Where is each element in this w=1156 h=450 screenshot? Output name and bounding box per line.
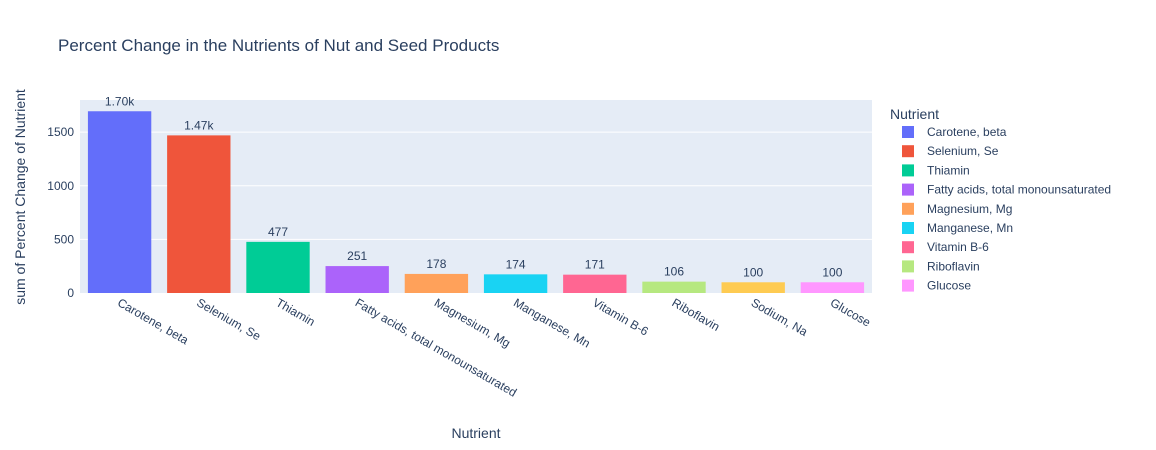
legend-title: Nutrient [890,106,939,122]
x-tick-label: Fatty acids, total monounsaturated [353,295,519,399]
bar [404,273,469,293]
bar-data-label: 477 [268,225,288,239]
legend-item[interactable]: Selenium, Se [902,144,999,158]
bar-data-label: 171 [585,258,605,272]
legend-label: Carotene, beta [927,125,1007,139]
legend-label: Fatty acids, total monounsaturated [927,183,1111,197]
y-tick-label: 500 [54,232,74,246]
legend-label: Riboflavin [927,259,980,273]
x-tick-label: Carotene, beta [115,295,191,347]
legend-swatch [902,202,914,215]
legend-swatch [902,145,914,158]
y-tick-label: 1000 [47,179,74,193]
bar-data-label: 174 [506,257,526,271]
legend-label: Vitamin B-6 [927,240,989,254]
y-tick-label: 0 [67,286,74,300]
legend-item[interactable]: Riboflavin [902,259,980,273]
legend-swatch [902,126,914,138]
legend-swatch [902,279,914,292]
legend-swatch [902,222,914,234]
bar [325,266,389,293]
bar-data-label: 178 [426,257,446,271]
x-tick-label: Magnesium, Mg [432,295,513,350]
bar-data-label: 251 [347,249,367,263]
legend-item[interactable]: Manganese, Mn [902,221,1013,235]
bar [167,135,231,293]
legend-label: Thiamin [927,163,970,177]
x-tick-label: Glucose [828,295,873,329]
legend: Nutrient Carotene, beta Selenium, Se Thiam… [890,106,1111,293]
bar-data-label: 100 [743,265,763,279]
x-axis-ticks: Carotene, beta Selenium, Se Thiamin Fatty a… [115,295,873,399]
legend-label: Selenium, Se [927,144,999,158]
bar [87,111,152,293]
bar [246,241,310,293]
bar-data-label: 106 [664,265,684,279]
x-tick-label: Riboflavin [670,295,723,333]
legend-item[interactable]: Magnesium, Mg [902,202,1012,216]
chart-title: Percent Change in the Nutrients of Nut a… [58,36,499,55]
legend-swatch [902,183,914,196]
bar [563,274,627,293]
legend-swatch [902,164,914,177]
legend-item[interactable]: Carotene, beta [902,125,1007,139]
x-tick-label: Sodium, Na [749,295,811,339]
bar [483,274,548,293]
bar-data-label: 100 [822,265,842,279]
legend-swatch [902,241,914,254]
data-labels: 1.70k 1.47k 477 251 178 174 171 106 100 100 [105,94,843,279]
legend-item[interactable]: Fatty acids, total monounsaturated [902,183,1111,197]
y-tick-label: 1500 [47,125,74,139]
bar [800,282,865,293]
x-tick-label: Selenium, Se [194,295,263,343]
legend-items: Carotene, beta Selenium, Se Thiamin Fatty a… [902,125,1111,293]
legend-label: Magnesium, Mg [927,202,1012,216]
x-tick-label: Manganese, Mn [511,295,593,350]
bar-data-label: 1.70k [105,94,135,108]
legend-label: Manganese, Mn [927,221,1013,235]
legend-item[interactable]: Thiamin [902,163,970,177]
x-tick-label: Thiamin [274,295,318,328]
legend-swatch [902,260,914,273]
legend-label: Glucose [927,279,971,293]
legend-item[interactable]: Glucose [902,279,971,293]
bars [87,111,865,293]
bar-data-label: 1.47k [184,118,214,132]
x-axis-title: Nutrient [451,425,500,441]
bar [721,282,785,293]
bar [642,281,706,293]
y-axis-title: sum of Percent Change of Nutrient [12,89,28,305]
y-axis-ticks: 0 500 1000 1500 [47,125,74,300]
legend-item[interactable]: Vitamin B-6 [902,240,989,254]
x-tick-label: Vitamin B-6 [590,295,651,338]
